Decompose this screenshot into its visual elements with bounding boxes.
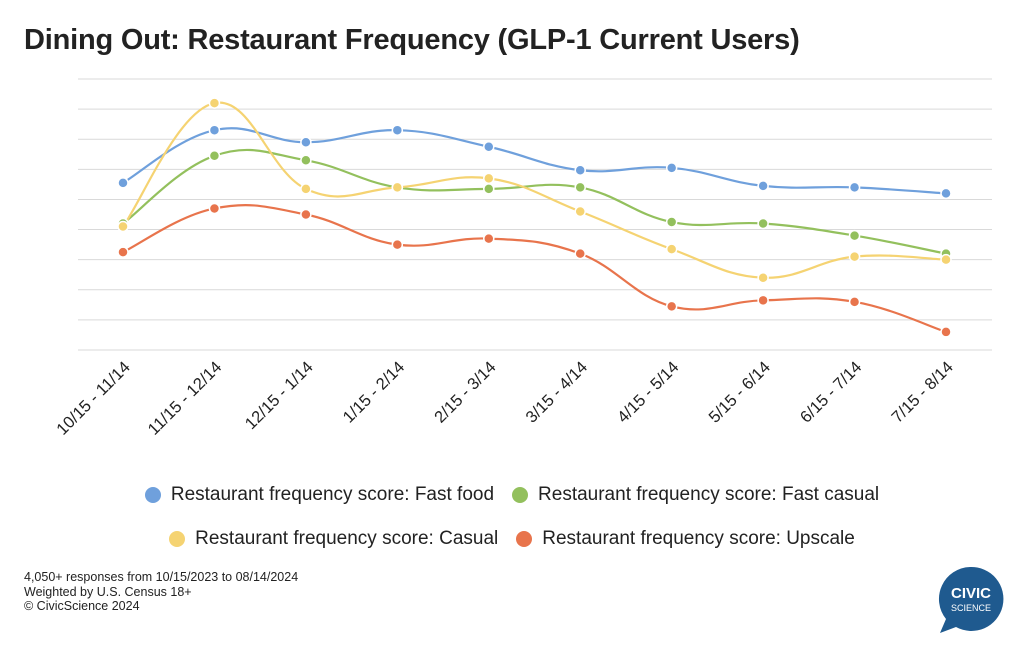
legend-dot-upscale [516,531,533,547]
x-tick-label: 4/15 - 5/14 [614,358,683,427]
x-tick-label: 3/15 - 4/14 [523,358,592,427]
logo-text-science: SCIENCE [951,603,991,613]
data-point-casual [940,253,952,266]
data-point-fast-food [483,141,495,153]
legend-label-fast-casual: Restaurant frequency score: Fast casual [538,484,880,505]
data-point-fast-casual [574,181,586,194]
x-tick-label: 5/15 - 6/14 [705,358,774,427]
civicscience-logo: CIVIC SCIENCE [938,566,1004,633]
data-point-upscale [300,208,312,221]
data-point-fast-food [940,187,952,200]
x-tick-label: 2/15 - 3/14 [431,358,500,427]
x-tick-label: 6/15 - 7/14 [797,358,866,427]
data-point-casual [391,181,404,194]
data-point-fast-casual [208,150,221,162]
legend-row-1: Restaurant frequency score: Fast food Re… [0,484,1024,506]
x-tick-label: 12/15 - 1/14 [242,358,317,433]
legend-item-fast-casual: Restaurant frequency score: Fast casual [512,484,879,506]
data-point-fast-food [757,180,769,192]
series-lines [122,101,947,333]
data-point-upscale [757,294,769,307]
line-chart: 10/15 - 11/14 11/15 - 12/14 12/15 - 1/14 1/… [53,78,992,439]
footnote: 4,050+ responses from 10/15/2023 to 08/1… [24,570,298,614]
legend-item-upscale: Restaurant frequency score: Upscale [516,528,855,550]
x-tick-labels: 10/15 - 11/14 11/15 - 12/14 12/15 - 1/14 1/… [53,358,957,439]
series-line-fast-food [122,127,947,195]
data-point-fast-food [574,164,586,176]
data-point-casual [574,205,586,218]
legend-dot-fast-food [144,487,161,503]
x-tick-label: 1/15 - 2/14 [340,358,409,427]
gridlines [78,78,992,351]
data-point-fast-casual [757,217,769,230]
x-tick-label: 7/15 - 8/14 [888,358,957,427]
series-line-casual [122,101,947,279]
data-point-fast-food [848,181,861,194]
legend-label-fast-food: Restaurant frequency score: Fast food [170,484,495,505]
data-point-upscale [665,300,678,313]
legend: Restaurant frequency score: Fast food Re… [0,484,1024,572]
data-point-fast-food [208,124,221,136]
data-point-fast-casual [483,183,495,195]
data-point-fast-food [665,162,678,174]
data-point-upscale [208,202,221,215]
legend-label-upscale: Restaurant frequency score: Upscale [542,528,855,549]
data-point-fast-casual [300,154,312,167]
x-tick-label: 10/15 - 11/14 [53,358,134,439]
data-point-casual [848,250,861,263]
data-point-upscale [391,238,404,251]
footnote-copyright: © CivicScience 2024 [24,599,140,613]
footnote-responses: 4,050+ responses from 10/15/2023 to 08/1… [24,570,299,584]
data-point-casual [208,97,221,109]
data-point-upscale [848,296,861,308]
legend-item-casual: Restaurant frequency score: Casual [169,528,498,550]
x-tick-label: 11/15 - 12/14 [145,358,226,439]
series-points [117,97,952,338]
data-point-upscale [117,246,129,258]
data-point-casual [483,172,495,185]
data-point-casual [665,243,678,255]
data-point-fast-casual [665,216,678,228]
data-point-upscale [940,326,952,338]
logo-text-civic: CIVIC [951,585,991,602]
legend-dot-casual [169,531,186,547]
chart-title: Dining Out: Restaurant Frequency (GLP-1 … [24,24,800,56]
data-point-upscale [483,232,495,245]
data-point-casual [757,271,769,284]
footnote-weighting: Weighted by U.S. Census 18+ [24,584,192,599]
data-point-fast-food [391,124,404,136]
data-point-fast-casual [848,229,861,242]
legend-row-2: Restaurant frequency score: Casual Resta… [0,528,1024,550]
legend-item-fast-food: Restaurant frequency score: Fast food [144,484,495,506]
legend-dot-fast-casual [512,487,529,503]
data-point-upscale [574,247,586,260]
data-point-casual [300,183,312,195]
series-line-upscale [122,203,947,333]
legend-label-casual: Restaurant frequency score: Casual [195,528,499,549]
data-point-casual [117,220,129,233]
data-point-fast-food [300,136,312,148]
data-point-fast-food [117,177,129,189]
series-line-fast-casual [122,148,947,255]
